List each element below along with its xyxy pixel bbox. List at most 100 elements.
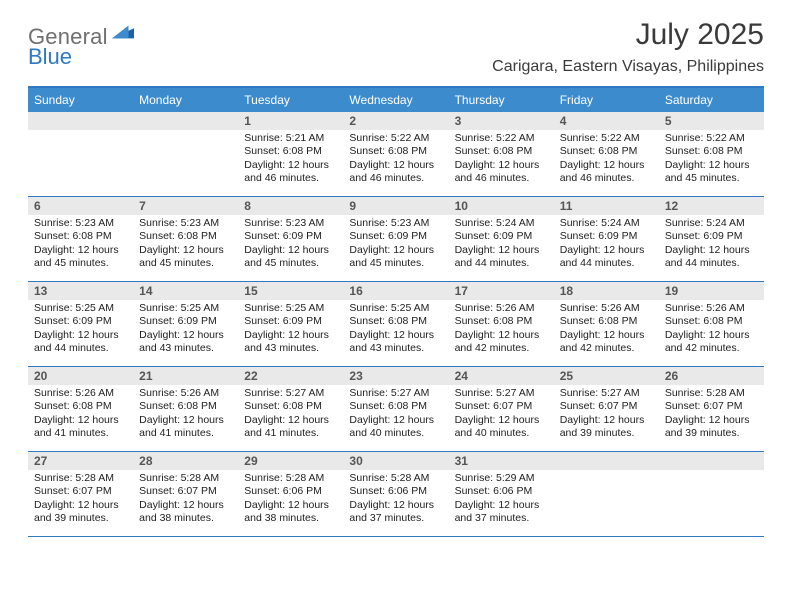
- daylight-text: and 46 minutes.: [560, 172, 653, 185]
- day-number: 8: [244, 199, 337, 213]
- daylight-text: Daylight: 12 hours: [349, 244, 442, 257]
- daylight-text: and 43 minutes.: [244, 342, 337, 355]
- daylight-text: Daylight: 12 hours: [34, 414, 127, 427]
- title-block: July 2025 Carigara, Eastern Visayas, Phi…: [492, 18, 764, 76]
- sunrise-text: Sunrise: 5:21 AM: [244, 132, 337, 145]
- day-cell: 22Sunrise: 5:27 AMSunset: 6:08 PMDayligh…: [238, 367, 343, 451]
- daylight-text: and 37 minutes.: [455, 512, 548, 525]
- daylight-text: Daylight: 12 hours: [560, 159, 653, 172]
- sunrise-text: Sunrise: 5:24 AM: [665, 217, 758, 230]
- daylight-text: Daylight: 12 hours: [349, 159, 442, 172]
- sunset-text: Sunset: 6:09 PM: [139, 315, 232, 328]
- day-number: 20: [34, 369, 127, 383]
- daylight-text: Daylight: 12 hours: [244, 159, 337, 172]
- daylight-text: Daylight: 12 hours: [455, 499, 548, 512]
- week-row: 27Sunrise: 5:28 AMSunset: 6:07 PMDayligh…: [28, 452, 764, 537]
- daylight-text: and 40 minutes.: [455, 427, 548, 440]
- daynum-bar: 6: [28, 197, 133, 215]
- day-cell: 12Sunrise: 5:24 AMSunset: 6:09 PMDayligh…: [659, 197, 764, 281]
- daylight-text: and 44 minutes.: [560, 257, 653, 270]
- daylight-text: Daylight: 12 hours: [665, 329, 758, 342]
- dayname: Sunday: [28, 88, 133, 112]
- day-number: 2: [349, 114, 442, 128]
- daylight-text: Daylight: 12 hours: [560, 329, 653, 342]
- daylight-text: Daylight: 12 hours: [139, 414, 232, 427]
- day-cell: 23Sunrise: 5:27 AMSunset: 6:08 PMDayligh…: [343, 367, 448, 451]
- sunrise-text: Sunrise: 5:27 AM: [349, 387, 442, 400]
- day-cell: 31 Sunrise: 5:29 AMSunset: 6:06 PMDayligh…: [449, 452, 554, 536]
- daylight-text: Daylight: 12 hours: [349, 414, 442, 427]
- day-number: 29: [244, 454, 337, 468]
- sunset-text: Sunset: 6:09 PM: [34, 315, 127, 328]
- day-cell: 5Sunrise: 5:22 AMSunset: 6:08 PMDaylight…: [659, 112, 764, 196]
- sunrise-text: Sunrise: 5:23 AM: [139, 217, 232, 230]
- sunset-text: Sunset: 6:09 PM: [560, 230, 653, 243]
- day-cell: [554, 452, 659, 536]
- daynum-bar: 9: [343, 197, 448, 215]
- sunset-text: Sunset: 6:07 PM: [34, 485, 127, 498]
- week-row: 6Sunrise: 5:23 AMSunset: 6:08 PMDaylight…: [28, 197, 764, 282]
- sunrise-text: Sunrise: 5:28 AM: [139, 472, 232, 485]
- day-number: 6: [34, 199, 127, 213]
- day-cell: 10Sunrise: 5:24 AMSunset: 6:09 PMDayligh…: [449, 197, 554, 281]
- daylight-text: and 45 minutes.: [349, 257, 442, 270]
- day-number: 24: [455, 369, 548, 383]
- sunrise-text: Sunrise: 5:25 AM: [349, 302, 442, 315]
- sunrise-text: Sunrise: 5:28 AM: [34, 472, 127, 485]
- sunrise-text: Sunrise: 5:23 AM: [34, 217, 127, 230]
- sunrise-text: Sunrise: 5:29 AM: [455, 472, 548, 485]
- daylight-text: Daylight: 12 hours: [665, 414, 758, 427]
- day-cell: 26Sunrise: 5:28 AMSunset: 6:07 PMDayligh…: [659, 367, 764, 451]
- daynum-bar: 4: [554, 112, 659, 130]
- sunset-text: Sunset: 6:09 PM: [244, 315, 337, 328]
- daylight-text: and 44 minutes.: [455, 257, 548, 270]
- day-number: 27: [34, 454, 127, 468]
- sunrise-text: Sunrise: 5:28 AM: [244, 472, 337, 485]
- daylight-text: Daylight: 12 hours: [455, 159, 548, 172]
- sunrise-text: Sunrise: 5:25 AM: [139, 302, 232, 315]
- daylight-text: and 44 minutes.: [665, 257, 758, 270]
- sunset-text: Sunset: 6:06 PM: [244, 485, 337, 498]
- daynum-bar: 21: [133, 367, 238, 385]
- day-number: 11: [560, 199, 653, 213]
- day-cell: 25Sunrise: 5:27 AMSunset: 6:07 PMDayligh…: [554, 367, 659, 451]
- daylight-text: Daylight: 12 hours: [560, 244, 653, 257]
- sunrise-text: Sunrise: 5:25 AM: [34, 302, 127, 315]
- header: General July 2025 Carigara, Eastern Visa…: [28, 18, 764, 76]
- sunset-text: Sunset: 6:06 PM: [455, 485, 548, 498]
- day-number: 1: [244, 114, 337, 128]
- day-cell: 8Sunrise: 5:23 AMSunset: 6:09 PMDaylight…: [238, 197, 343, 281]
- daynum-bar: 15: [238, 282, 343, 300]
- daynum-bar: 27: [28, 452, 133, 470]
- day-cell: 19Sunrise: 5:26 AMSunset: 6:08 PMDayligh…: [659, 282, 764, 366]
- day-number: 31: [455, 454, 548, 468]
- dayname: Friday: [554, 88, 659, 112]
- daylight-text: Daylight: 12 hours: [244, 414, 337, 427]
- sunrise-text: Sunrise: 5:22 AM: [560, 132, 653, 145]
- daylight-text: and 41 minutes.: [34, 427, 127, 440]
- daylight-text: and 40 minutes.: [349, 427, 442, 440]
- day-number: 13: [34, 284, 127, 298]
- daylight-text: Daylight: 12 hours: [349, 499, 442, 512]
- daynum-bar: 2: [343, 112, 448, 130]
- day-cell: 4 Sunrise: 5:22 AMSunset: 6:08 PMDaylight…: [554, 112, 659, 196]
- daynum-bar: [554, 452, 659, 470]
- daylight-text: Daylight: 12 hours: [665, 159, 758, 172]
- sunset-text: Sunset: 6:08 PM: [560, 145, 653, 158]
- sunrise-text: Sunrise: 5:24 AM: [560, 217, 653, 230]
- page: General July 2025 Carigara, Eastern Visa…: [0, 0, 792, 557]
- daynum-bar: 31: [449, 452, 554, 470]
- daynum-bar: 18: [554, 282, 659, 300]
- sunset-text: Sunset: 6:08 PM: [349, 315, 442, 328]
- day-number: 9: [349, 199, 442, 213]
- daylight-text: and 45 minutes.: [665, 172, 758, 185]
- day-cell: 6Sunrise: 5:23 AMSunset: 6:08 PMDaylight…: [28, 197, 133, 281]
- daylight-text: Daylight: 12 hours: [560, 414, 653, 427]
- day-number: 5: [665, 114, 758, 128]
- location: Carigara, Eastern Visayas, Philippines: [492, 58, 764, 76]
- sunset-text: Sunset: 6:08 PM: [349, 145, 442, 158]
- daylight-text: and 42 minutes.: [560, 342, 653, 355]
- daylight-text: Daylight: 12 hours: [244, 329, 337, 342]
- sunset-text: Sunset: 6:08 PM: [560, 315, 653, 328]
- daynum-bar: 29: [238, 452, 343, 470]
